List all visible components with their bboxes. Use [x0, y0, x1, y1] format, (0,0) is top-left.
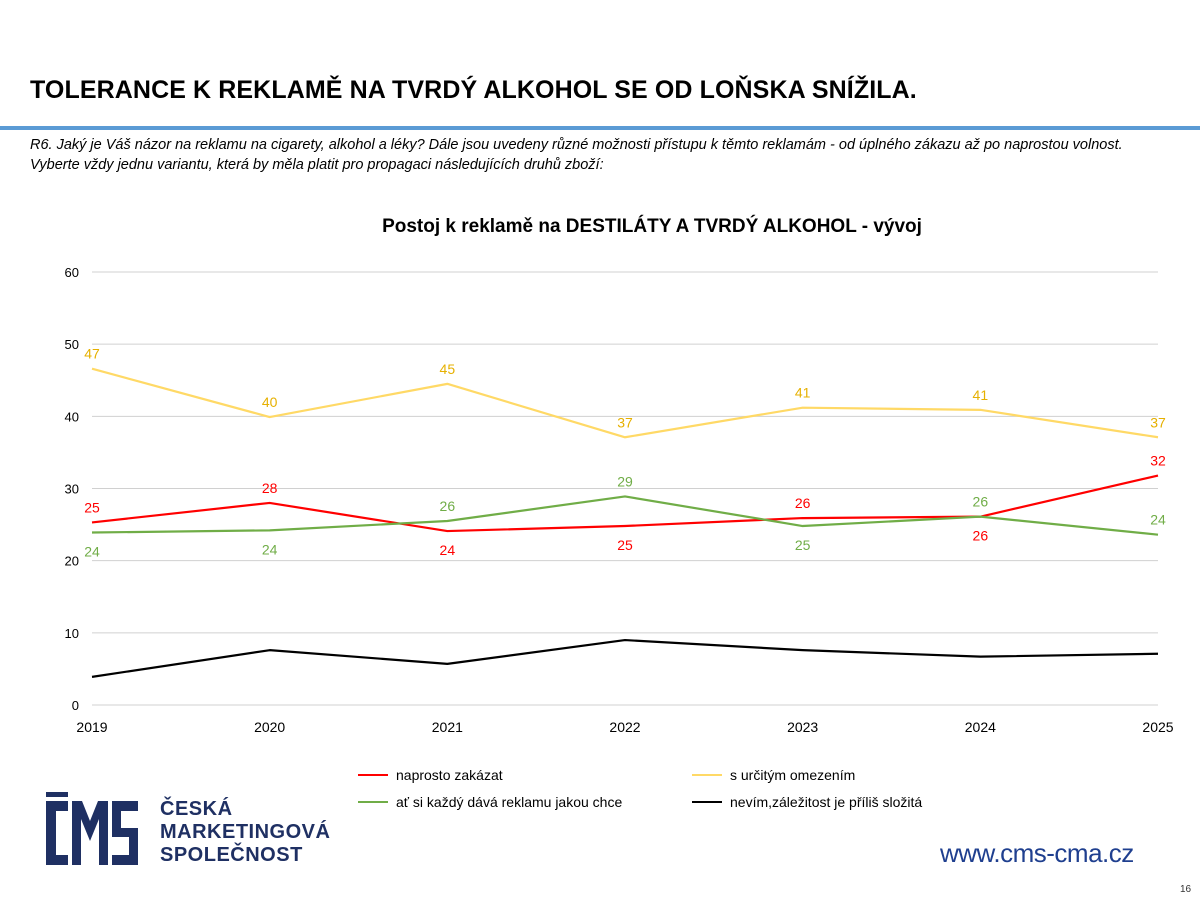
x-tick-label: 2021	[432, 719, 463, 735]
legend-label: nevím,záležitost je příliš složitá	[730, 794, 923, 810]
legend-label: naprosto zakázat	[396, 767, 503, 783]
legend-swatch-red	[358, 774, 388, 776]
data-label: 40	[262, 394, 278, 410]
data-label: 32	[1150, 453, 1166, 469]
logo-line-3: SPOLEČNOST	[160, 844, 303, 866]
series-line-3	[91, 638, 1159, 678]
y-tick-label: 10	[65, 626, 79, 641]
x-tick-label: 2023	[787, 719, 818, 735]
data-label: 24	[440, 542, 456, 558]
y-tick-label: 40	[65, 409, 79, 424]
logo-wordmark: ČESKÁ MARKETINGOVÁ SPOLEČNOST	[160, 798, 330, 867]
survey-question: R6. Jaký je Váš názor na reklamu na ciga…	[30, 135, 1180, 175]
y-tick-label: 50	[65, 337, 79, 352]
data-label: 25	[617, 537, 633, 553]
y-tick-label: 20	[65, 554, 79, 569]
data-label: 41	[795, 385, 811, 401]
question-line-1: R6. Jaký je Váš názor na reklamu na ciga…	[30, 137, 1123, 153]
legend-item-at-si-kazdy: ať si každý dává reklamu jakou chce	[358, 794, 622, 810]
series-line-1	[91, 367, 1159, 439]
cms-logo-icon	[46, 792, 138, 865]
question-line-2: Vyberte vždy jednu variantu, která by mě…	[30, 157, 604, 173]
y-tick-label: 30	[65, 482, 79, 497]
data-label: 47	[84, 346, 100, 362]
legend-swatch-black	[692, 801, 722, 803]
logo-line-2: MARKETINGOVÁ	[160, 821, 331, 843]
page-number: 16	[1180, 884, 1192, 895]
header-divider	[0, 126, 1200, 130]
data-label: 25	[795, 537, 811, 553]
data-label: 24	[84, 544, 100, 560]
x-tick-label: 2024	[965, 719, 996, 735]
y-tick-label: 60	[65, 265, 79, 280]
legend-item-naprosto-zakazat: naprosto zakázat	[358, 767, 503, 783]
legend-item-nevim: nevím,záležitost je příliš složitá	[692, 794, 922, 810]
legend-swatch-yellow	[692, 774, 722, 776]
logo-line-1: ČESKÁ	[160, 798, 233, 820]
line-chart: Postoj k reklamě na DESTILÁTY A TVRDÝ AL…	[65, 215, 1174, 735]
data-label: 25	[84, 499, 100, 515]
data-label: 26	[795, 495, 811, 511]
chart-title: Postoj k reklamě na DESTILÁTY A TVRDÝ AL…	[382, 215, 922, 237]
data-label: 28	[262, 480, 278, 496]
series-line-2	[91, 495, 1159, 536]
x-tick-label: 2025	[1142, 719, 1173, 735]
data-label: 37	[617, 414, 633, 430]
x-tick-label: 2022	[609, 719, 640, 735]
data-label: 37	[1150, 414, 1166, 430]
data-label: 45	[440, 361, 456, 377]
data-label: 41	[973, 387, 989, 403]
legend-swatch-green	[358, 801, 388, 803]
data-label: 24	[1150, 512, 1166, 528]
data-label: 26	[973, 494, 989, 510]
data-label: 24	[262, 541, 278, 557]
y-tick-label: 0	[72, 698, 79, 713]
legend-item-s-urcitym-omezenim: s určitým omezením	[692, 767, 855, 783]
page-headline: TOLERANCE K REKLAMĚ NA TVRDÝ ALKOHOL SE …	[30, 76, 917, 104]
data-label: 26	[440, 498, 456, 514]
data-label: 26	[973, 528, 989, 544]
legend-label: ať si každý dává reklamu jakou chce	[396, 794, 623, 810]
data-label: 29	[617, 473, 633, 489]
legend-label: s určitým omezením	[730, 767, 856, 783]
x-tick-label: 2019	[76, 719, 107, 735]
x-tick-label: 2020	[254, 719, 285, 735]
website-url[interactable]: www.cms-cma.cz	[940, 838, 1134, 868]
